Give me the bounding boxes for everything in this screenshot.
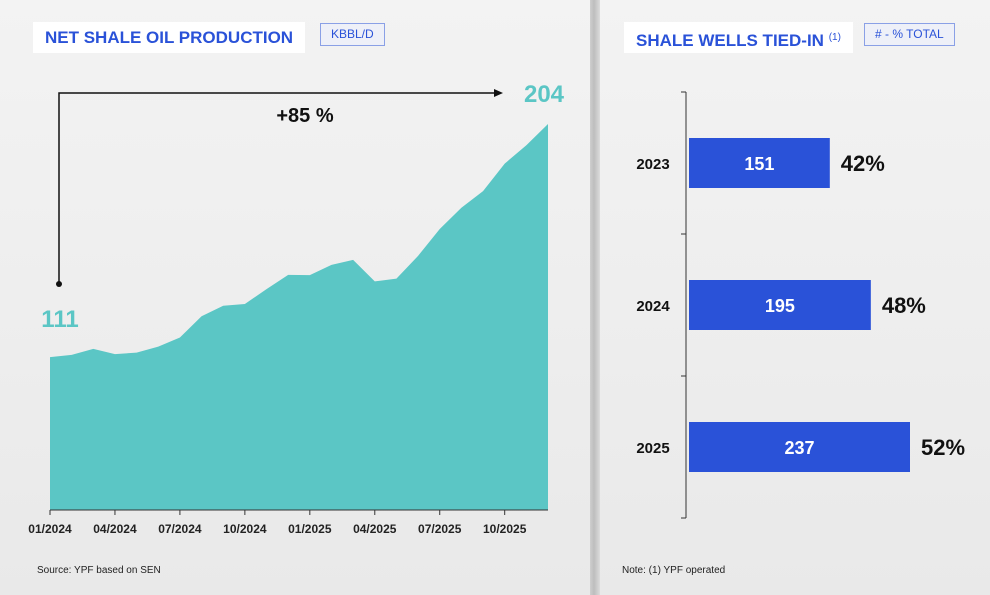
bar-value-label: 237	[784, 438, 814, 458]
bar-2024	[689, 280, 871, 330]
bar-percent-label: 42%	[841, 151, 885, 176]
x-tick-label: 04/2024	[93, 522, 137, 536]
arrow-start-dot	[56, 281, 62, 287]
x-tick-label: 10/2024	[223, 522, 267, 536]
x-tick-label: 07/2025	[418, 522, 462, 536]
x-tick-label: 01/2025	[288, 522, 332, 536]
x-tick-label: 10/2025	[483, 522, 527, 536]
growth-label: +85 %	[276, 105, 333, 127]
y-category-label: 2024	[636, 298, 670, 315]
bar-percent-label: 52%	[921, 435, 965, 460]
bar-value-label: 151	[744, 154, 774, 174]
bar-2023	[689, 138, 830, 188]
wells-unit-badge: # - % TOTAL	[864, 23, 955, 46]
arrowhead-icon	[494, 89, 503, 97]
y-category-label: 2023	[636, 156, 669, 173]
y-category-label: 2025	[636, 440, 669, 457]
production-title: NET SHALE OIL PRODUCTION	[33, 22, 306, 53]
start-value-label: 111	[41, 306, 78, 333]
x-tick-label: 01/2024	[28, 522, 72, 536]
bar-2025	[689, 422, 910, 472]
panel-divider	[590, 0, 600, 595]
bar-percent-label: 48%	[882, 293, 926, 318]
wells-title-text: SHALE WELLS TIED-IN	[636, 31, 824, 50]
x-tick-label: 07/2024	[158, 522, 202, 536]
growth-arrow-line	[58, 92, 495, 284]
end-value-label: 204	[524, 81, 565, 108]
bar-value-label: 195	[765, 296, 795, 316]
footnote: Note: (1) YPF operated	[622, 565, 726, 576]
source-note: Source: YPF based on SEN	[37, 565, 161, 576]
production-unit-badge: KBBL/D	[320, 23, 385, 46]
x-tick-label: 04/2025	[353, 522, 397, 536]
wells-title-footnote: (1)	[828, 32, 841, 43]
wells-title: SHALE WELLS TIED-IN (1)	[624, 22, 853, 53]
production-area	[50, 124, 548, 510]
